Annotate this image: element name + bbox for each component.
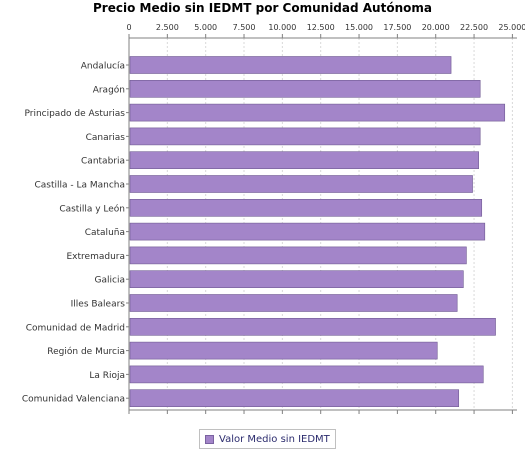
bar — [129, 246, 467, 265]
category-label: Galicia — [95, 276, 125, 286]
category-label: Castilla - La Mancha — [34, 181, 125, 191]
category-label: Extremadura — [67, 252, 126, 262]
x-tick-label: 5.000 — [194, 23, 217, 32]
bar — [129, 270, 464, 289]
legend-label: Valor Medio sin IEDMT — [219, 433, 330, 445]
x-tick-label: 12.500 — [307, 23, 335, 32]
bar — [129, 341, 438, 360]
category-label: Illes Balears — [71, 300, 126, 310]
bar — [129, 151, 479, 169]
bar — [129, 56, 452, 74]
legend: Valor Medio sin IEDMT — [199, 429, 336, 449]
category-label: Canarias — [86, 133, 126, 143]
category-label: Aragón — [93, 84, 125, 95]
bar — [129, 365, 484, 384]
x-tick-label: 0 — [126, 23, 131, 32]
x-tick-label: 15.000 — [345, 23, 373, 32]
bar — [129, 127, 481, 146]
legend-swatch — [205, 434, 214, 444]
bar — [129, 389, 460, 408]
x-tick-label: 7.500 — [233, 23, 256, 32]
bar — [129, 317, 496, 336]
category-label: Región de Murcia — [47, 346, 125, 357]
x-tick-label: 17.500 — [383, 23, 411, 32]
x-tick-label: 2.500 — [156, 23, 179, 32]
chart-title: Precio Medio sin IEDMT por Comunidad Aut… — [93, 1, 432, 15]
x-tick-label: 25.000 — [498, 23, 525, 32]
x-tick-label: 10.000 — [268, 23, 296, 32]
category-label: Cataluña — [85, 228, 125, 238]
bar — [129, 80, 481, 98]
bar — [129, 175, 473, 193]
category-label: Principado de Asturias — [24, 109, 125, 119]
bar — [129, 199, 483, 217]
category-label: Comunidad Valenciana — [22, 395, 125, 405]
x-tick-label: 20.000 — [422, 23, 450, 32]
category-label: Andalucía — [81, 62, 125, 72]
category-label: Comunidad de Madrid — [26, 323, 125, 333]
bar — [129, 222, 486, 241]
x-tick-label: 22.500 — [460, 23, 488, 32]
category-label: Castilla y León — [59, 203, 125, 214]
category-label: Cantabria — [81, 157, 125, 167]
bar — [129, 294, 458, 312]
bar — [129, 103, 506, 122]
category-label: La Rioja — [89, 371, 125, 381]
